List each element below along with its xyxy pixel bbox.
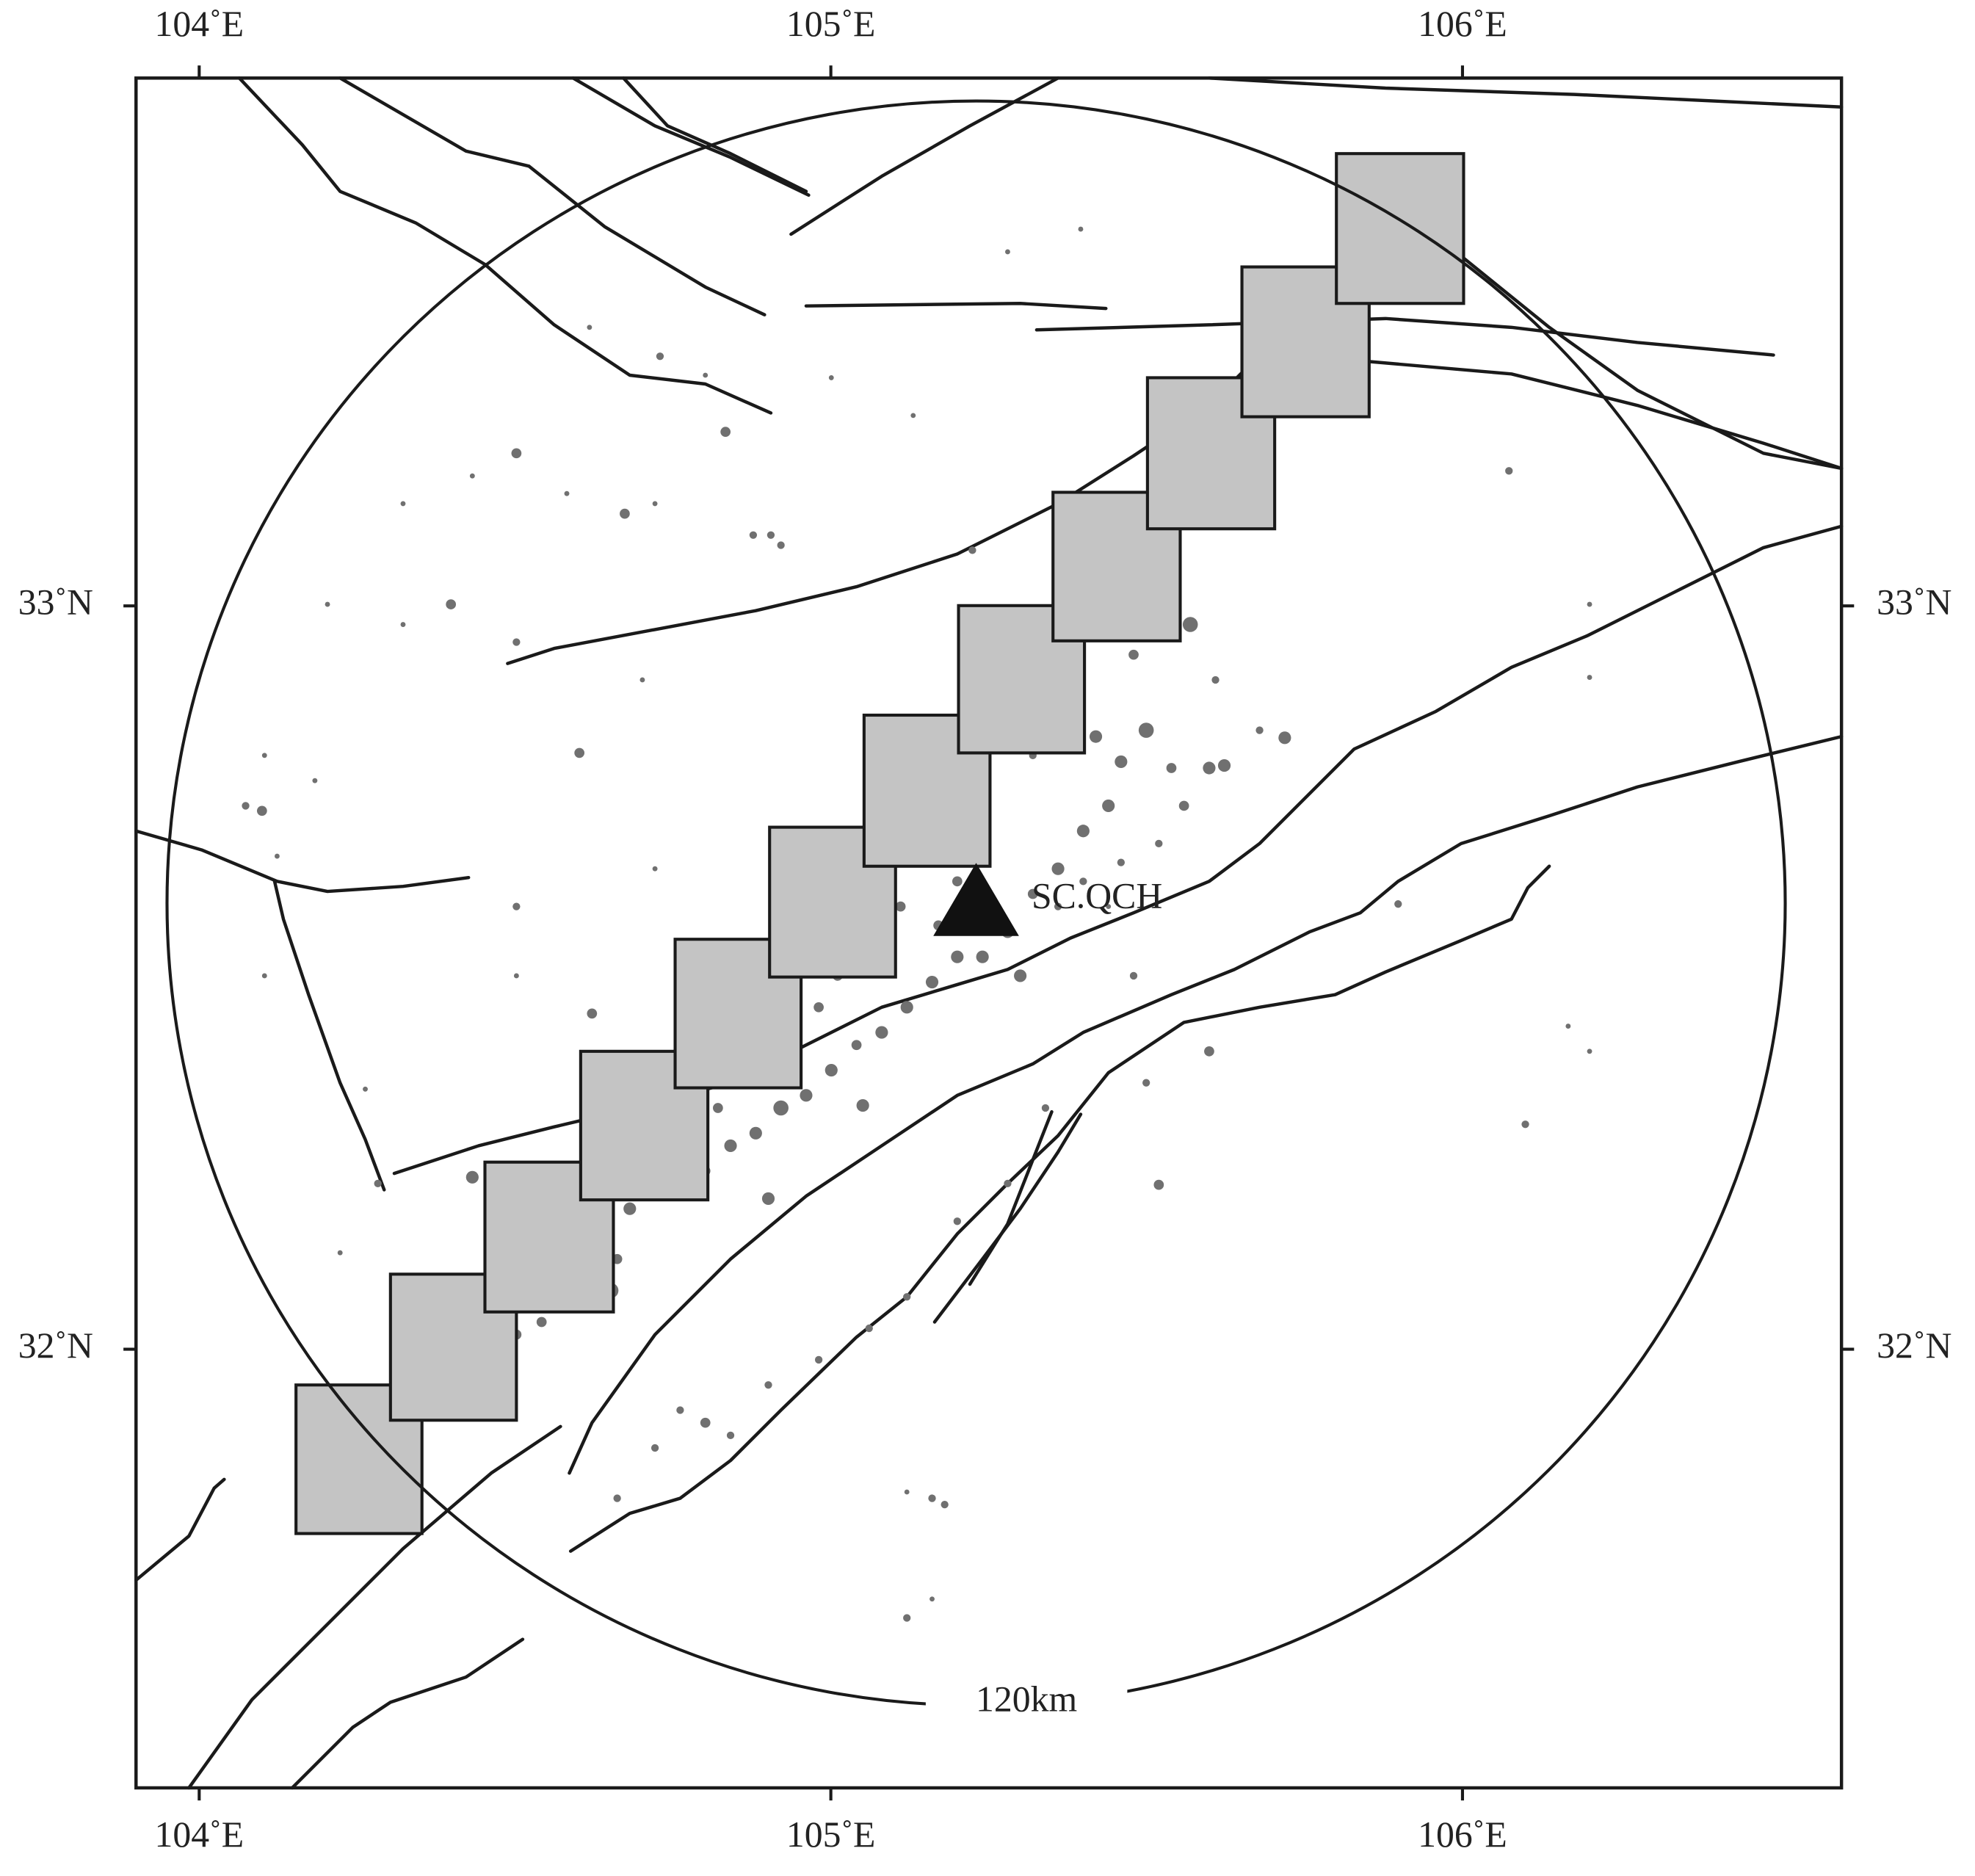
station-marker (933, 863, 1019, 936)
x-tick-label: 106˚E (1418, 4, 1507, 44)
range-label-bg (925, 1682, 1128, 1728)
range-label: 120km (976, 1679, 1077, 1720)
x-tick-label: 104˚E (155, 4, 244, 44)
grid-boxes (294, 152, 1465, 1535)
x-tick-label: 105˚E (786, 1814, 876, 1855)
x-tick-label: 105˚E (786, 4, 876, 44)
x-tick-label: 106˚E (1418, 1814, 1507, 1855)
y-tick-label: 32˚N (18, 1325, 93, 1366)
station-label: SC.QCH (1032, 875, 1162, 916)
y-tick-label: 33˚N (18, 582, 93, 623)
y-tick-label: 33˚N (1877, 582, 1952, 623)
y-tick-label: 32˚N (1877, 1325, 1952, 1366)
x-tick-label: 104˚E (155, 1814, 244, 1855)
map-frame (134, 76, 1844, 1790)
faults (134, 76, 1844, 1790)
